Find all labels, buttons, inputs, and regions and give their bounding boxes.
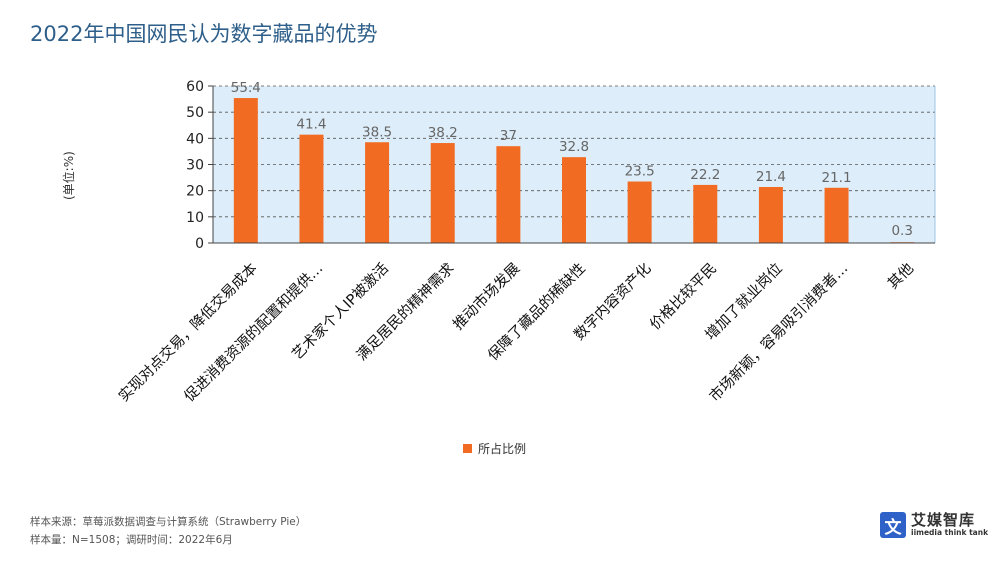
bar-value-label: 38.2 [428,125,458,141]
bar-value-label: 55.4 [231,80,261,96]
x-tick-label: 市场新颖，容易吸引消费者… [706,260,851,405]
x-tick-label: 推动市场发展 [450,260,524,334]
y-axis: 0 10 20 30 40 50 60 [186,79,936,252]
bar [430,143,455,243]
bar-value-label: 38.5 [362,124,392,140]
y-tick-label: 40 [186,131,204,147]
logo-tagline: iimedia think tank [911,528,989,537]
y-tick-label: 20 [186,184,204,200]
bar-value-label: 0.3 [891,223,912,239]
bar-value-label: 22.2 [690,167,720,183]
bar-value-label: 21.1 [822,170,852,186]
x-tick-label: 其他 [884,260,917,293]
legend: 所占比例 [463,440,526,457]
bar [562,157,586,243]
source-line-1: 样本来源：草莓派数据调查与计算系统（Strawberry Pie） [30,516,307,528]
y-tick-label: 0 [195,236,204,252]
source-note: 样本来源：草莓派数据调查与计算系统（Strawberry Pie） 样本量：N=… [30,513,306,549]
bar-value-label: 23.5 [625,164,655,180]
bars [233,98,915,243]
bar-value-label: 32.8 [559,139,589,155]
data-labels: 55.4 41.4 38.5 38.2 37 32.8 23.5 22.2 21.4 21.1 0.… [231,80,913,239]
source-line-2: 样本量：N=1508；调研时间：2022年6月 [30,534,233,546]
bar [758,187,783,243]
logo-name: 艾媒智库 [911,511,976,529]
x-tick-label: 价格比较平民 [646,259,720,333]
x-tick-label: 实现对点交易，降低交易成本 [115,259,261,405]
y-tick-label: 60 [186,79,204,95]
y-tick-label: 10 [186,210,204,226]
y-tick-label: 30 [186,158,204,174]
y-tick-label: 50 [186,105,204,121]
legend-swatch [463,444,472,453]
brand-logo: 文 艾媒智库 iimedia think tank [880,512,988,538]
chart-title: 2022年中国网民认为数字藏品的优势 [30,22,378,46]
logo-text: 艾媒智库 iimedia think tank [911,512,988,538]
bar-value-label: 37 [500,128,517,144]
bar-value-label: 41.4 [296,117,326,133]
x-axis: 实现对点交易，降低交易成本促进消费资源的配置和提供…艺术家个人IP被激活满足居民… [115,242,935,405]
bar [824,187,849,243]
bar-value-label: 21.4 [756,169,786,185]
bar [693,184,718,243]
bar [627,181,652,243]
bar [365,142,390,243]
bar [233,98,258,243]
legend-label: 所占比例 [478,442,527,456]
bar [299,134,324,243]
x-tick-label: 促进消费资源的配置和提供… [181,260,326,405]
logo-mark-icon: 文 [880,512,906,538]
bar [496,146,521,243]
